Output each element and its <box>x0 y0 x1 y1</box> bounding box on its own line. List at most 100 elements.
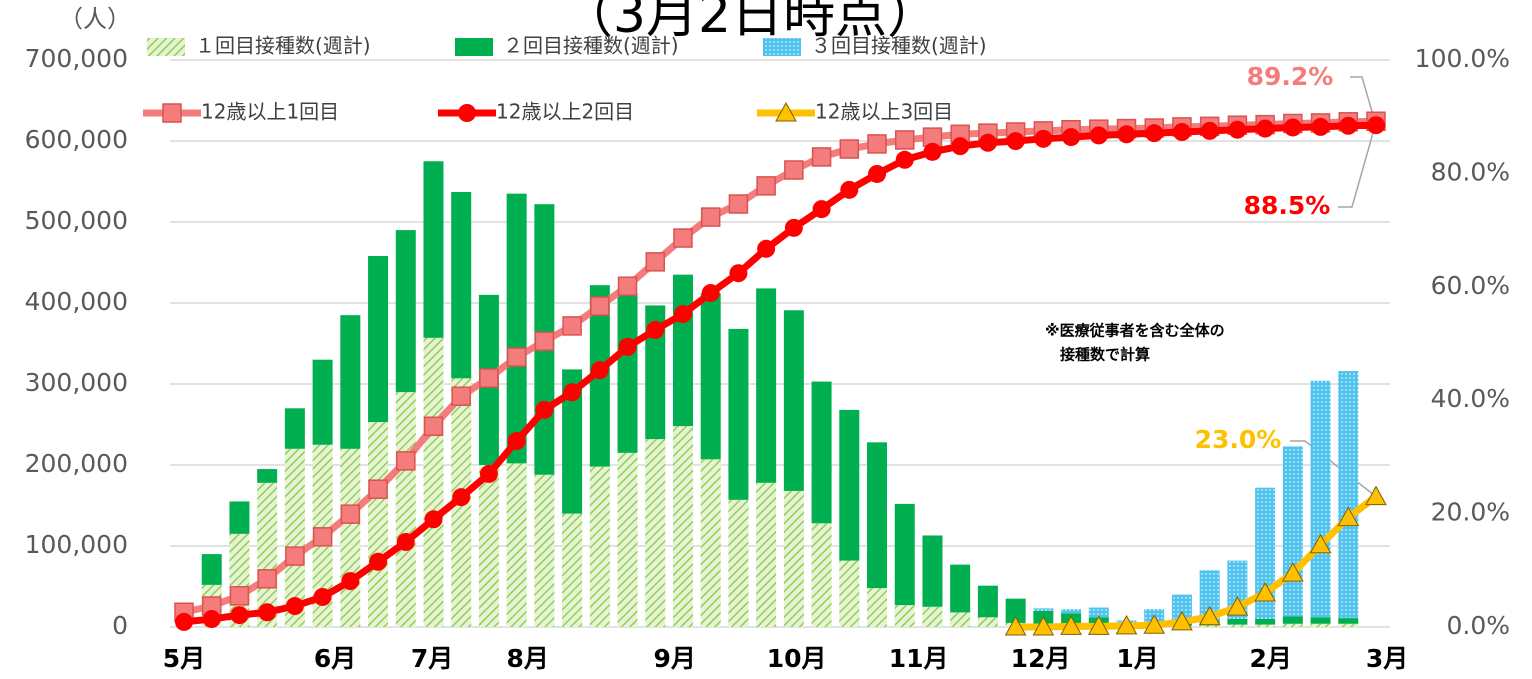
bar <box>340 448 361 627</box>
marker <box>506 347 527 367</box>
legend-swatch <box>763 38 801 56</box>
bar <box>423 161 444 338</box>
y-tick-label: 0 <box>112 611 128 640</box>
bar <box>562 513 583 627</box>
marker <box>1032 615 1055 636</box>
bar <box>1338 618 1359 624</box>
marker <box>369 552 388 571</box>
marker <box>1089 126 1108 145</box>
marker <box>1339 116 1358 135</box>
marker <box>1337 506 1360 527</box>
y2-tick-label: 80.0% <box>1431 157 1510 186</box>
bar <box>1199 570 1220 621</box>
bar <box>506 463 527 627</box>
x-tick-label: 8月 <box>507 644 549 673</box>
bar <box>1338 623 1359 627</box>
marker <box>757 239 776 258</box>
bar <box>1282 623 1303 627</box>
bar <box>284 448 305 627</box>
marker <box>479 464 498 483</box>
marker <box>673 305 692 324</box>
marker <box>562 316 582 336</box>
marker <box>840 180 859 199</box>
x-tick-label: 12月 <box>1011 644 1071 673</box>
y-tick-label: 300,000 <box>25 368 128 397</box>
marker <box>1365 485 1387 506</box>
legend-swatch <box>147 38 185 56</box>
marker <box>590 361 609 380</box>
bar <box>1282 616 1303 624</box>
marker <box>1171 610 1193 631</box>
bar <box>1310 623 1331 627</box>
x-tick-label: 9月 <box>653 644 695 673</box>
marker <box>285 597 304 616</box>
bar <box>894 503 915 606</box>
bar <box>617 293 638 453</box>
marker <box>1254 581 1276 602</box>
bar <box>589 466 610 627</box>
marker <box>1281 562 1304 582</box>
legend-label: １回目接種数(週計) <box>195 34 371 58</box>
marker <box>645 252 666 272</box>
marker <box>175 612 193 631</box>
marker <box>258 603 277 622</box>
marker <box>230 606 249 625</box>
marker <box>535 400 554 419</box>
bar <box>783 310 804 491</box>
bar <box>977 585 998 618</box>
marker <box>1087 615 1110 635</box>
marker <box>673 228 693 248</box>
bar <box>867 442 888 589</box>
bar <box>867 588 888 627</box>
bar <box>922 535 943 607</box>
marker <box>646 320 665 339</box>
marker <box>839 139 860 159</box>
leader-lines <box>1290 76 1376 496</box>
legend-label: 12歳以上3回目 <box>815 100 953 124</box>
bar <box>1310 380 1331 618</box>
x-tick-label: 1月 <box>1116 644 1158 673</box>
bar <box>1255 618 1276 625</box>
marker <box>729 264 748 283</box>
marker <box>1117 125 1136 144</box>
bar <box>811 381 832 524</box>
marker <box>978 133 997 152</box>
bar <box>1255 624 1276 627</box>
marker <box>479 368 499 388</box>
marker <box>756 176 776 196</box>
marker <box>396 451 416 471</box>
bar <box>839 409 860 561</box>
marker <box>618 337 637 356</box>
marker <box>1143 614 1166 634</box>
marker <box>590 296 610 316</box>
marker <box>1060 615 1082 635</box>
y2-tick-label: 40.0% <box>1431 384 1510 413</box>
marker <box>1172 123 1191 142</box>
marker <box>424 510 443 529</box>
marker <box>1006 132 1025 151</box>
legend-label: ３回目接種数(週計) <box>811 34 987 58</box>
marker <box>451 386 471 406</box>
bar <box>783 490 804 627</box>
annotation: 23.0% <box>1195 425 1282 454</box>
marker <box>1311 117 1330 136</box>
bar <box>756 288 777 483</box>
bar <box>950 564 971 613</box>
marker <box>700 207 721 227</box>
marker <box>534 331 555 351</box>
bar <box>1033 608 1054 611</box>
marker <box>313 587 332 606</box>
marker <box>340 504 361 524</box>
bar <box>811 523 832 627</box>
marker <box>507 432 526 451</box>
bar <box>617 452 638 627</box>
marker <box>1283 118 1302 137</box>
bar <box>201 554 222 585</box>
legend-marker <box>458 104 476 122</box>
x-tick-label: 3月 <box>1366 644 1408 673</box>
bar <box>1171 594 1192 623</box>
annotation: 88.5% <box>1244 191 1331 220</box>
marker <box>202 610 221 629</box>
bar <box>1338 371 1359 619</box>
bar <box>728 499 749 627</box>
